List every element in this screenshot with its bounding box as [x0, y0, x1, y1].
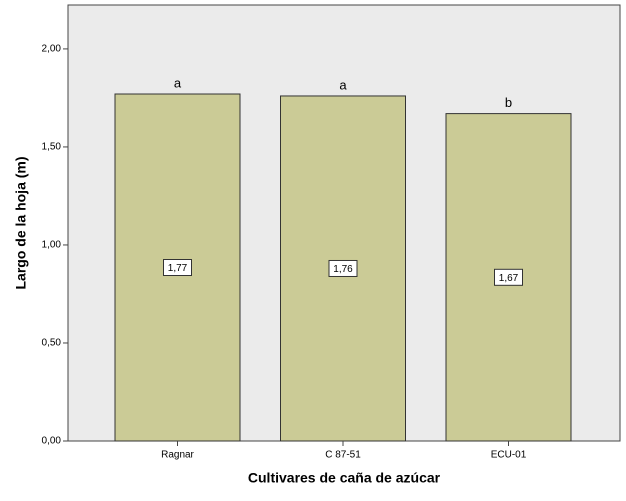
y-tick-label: 0,00 [42, 436, 62, 447]
value-label: 1,77 [168, 263, 188, 274]
value-label-box [328, 259, 358, 277]
value-label-box [494, 268, 523, 286]
y-tick-label: 0,50 [42, 338, 62, 349]
x-tick-label: C 87-51 [325, 450, 361, 461]
value-label: 1,67 [499, 273, 519, 284]
x-axis-title: Cultivares de caña de azúcar [248, 470, 441, 486]
x-tick-label: ECU-01 [491, 450, 527, 461]
y-tick-label: 2,00 [42, 44, 62, 55]
significance-letter: b [505, 95, 512, 110]
value-label: 1,76 [333, 264, 353, 275]
significance-letter: a [339, 77, 347, 92]
y-axis-title: Largo de la hoja (m) [13, 156, 29, 289]
x-tick-label: Ragnar [161, 450, 194, 461]
value-label-box [163, 259, 192, 277]
y-tick-label: 1,00 [42, 240, 62, 251]
significance-letter: a [174, 75, 182, 90]
y-tick-label: 1,50 [42, 142, 62, 153]
